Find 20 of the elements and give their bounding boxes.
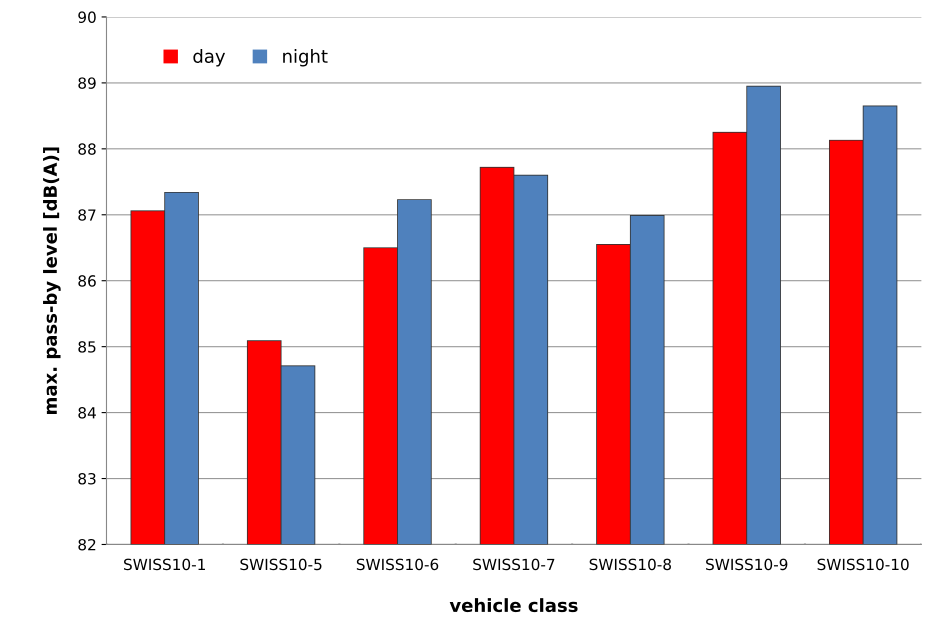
x-tick-label: SWISS10-6 (356, 558, 438, 570)
x-tick-label: SWISS10-8 (590, 558, 671, 570)
legend-label: day (193, 49, 226, 67)
x-axis-title: vehicle class (450, 598, 578, 612)
y-tick-label: 84 (78, 407, 96, 419)
x-tick-label: SWISS10-10 (818, 558, 909, 570)
y-tick-label: 90 (78, 11, 96, 23)
y-axis-title: max. pass-by level [dB(A)] (43, 148, 61, 414)
x-tick-label: SWISS10-9 (706, 558, 788, 570)
y-tick-label: 85 (78, 341, 96, 353)
legend-label: night (283, 49, 328, 67)
y-tick-label: 82 (78, 538, 96, 550)
y-tick-label: 86 (78, 275, 96, 287)
y-tick-label: 89 (78, 77, 96, 89)
x-tick-label: SWISS10-7 (473, 558, 554, 570)
y-tick-label: 87 (78, 209, 96, 221)
x-tick-label: SWISS10-5 (240, 558, 322, 570)
x-tick-label: SWISS10-1 (124, 558, 205, 570)
y-tick-label: 83 (78, 473, 96, 485)
y-tick-label: 88 (78, 143, 96, 155)
